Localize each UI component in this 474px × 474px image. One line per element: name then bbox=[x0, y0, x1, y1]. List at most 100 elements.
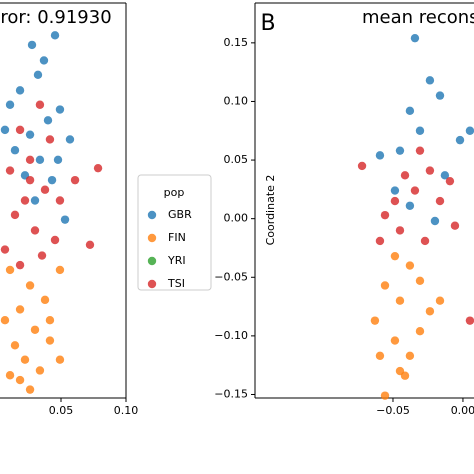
scatter-point bbox=[405, 351, 415, 361]
scatter-point bbox=[35, 100, 45, 109]
scatter-point bbox=[410, 33, 420, 43]
legend-marker bbox=[147, 233, 157, 243]
scatter-point bbox=[93, 163, 103, 173]
scatter-point bbox=[375, 236, 385, 246]
scatter-point bbox=[390, 196, 400, 206]
scatter-point bbox=[390, 336, 400, 345]
x-tick-label: 0.10 bbox=[114, 404, 139, 417]
scatter-point bbox=[15, 305, 25, 314]
scatter-point bbox=[35, 155, 45, 165]
chart-title: mean recons bbox=[362, 7, 474, 28]
scatter-point bbox=[40, 185, 50, 194]
scatter-point bbox=[375, 151, 385, 160]
scatter-point bbox=[380, 210, 390, 220]
scatter-point bbox=[370, 316, 380, 325]
scatter-point bbox=[40, 295, 50, 305]
scatter-point bbox=[380, 391, 390, 400]
scatter-point bbox=[405, 201, 415, 210]
scatter-point bbox=[5, 100, 15, 109]
scatter-point bbox=[33, 70, 43, 80]
scatter-point bbox=[445, 176, 455, 186]
scatter-point bbox=[0, 125, 10, 135]
legend-marker bbox=[147, 256, 157, 266]
scatter-point bbox=[39, 56, 49, 65]
legend-label: YRI bbox=[167, 254, 186, 267]
scatter-point bbox=[410, 186, 420, 195]
scatter-point bbox=[395, 146, 405, 155]
scatter-point bbox=[415, 146, 425, 155]
scatter-point bbox=[27, 40, 37, 50]
x-tick-label: 0.05 bbox=[49, 404, 74, 417]
y-tick-label: −0.05 bbox=[214, 270, 248, 283]
scatter-point bbox=[425, 76, 435, 85]
legend-label: TSI bbox=[167, 277, 185, 290]
scatter-point bbox=[435, 296, 445, 305]
legend-marker bbox=[147, 279, 157, 289]
scatter-point bbox=[53, 155, 63, 165]
scatter-point bbox=[390, 186, 400, 195]
scatter-point bbox=[55, 265, 65, 275]
scatter-point bbox=[10, 146, 20, 155]
scatter-point bbox=[10, 341, 20, 350]
y-tick-label: 0.10 bbox=[224, 94, 249, 107]
scatter-point bbox=[415, 276, 425, 285]
scatter-point bbox=[30, 196, 40, 205]
legend-marker bbox=[147, 210, 157, 220]
scatter-point bbox=[430, 216, 440, 226]
scatter-point bbox=[420, 236, 430, 246]
scatter-point bbox=[5, 371, 15, 380]
scatter-point bbox=[45, 315, 55, 325]
scatter-point bbox=[390, 251, 400, 261]
scatter-point bbox=[55, 105, 65, 114]
scatter-point bbox=[450, 221, 460, 230]
scatter-point bbox=[395, 296, 405, 305]
scatter-point bbox=[43, 116, 53, 125]
scatter-point bbox=[435, 91, 445, 100]
scatter-point bbox=[0, 245, 10, 254]
scatter-point bbox=[47, 175, 57, 185]
y-tick-label: 0.15 bbox=[224, 36, 249, 49]
scatter-point bbox=[405, 261, 415, 270]
scatter-point bbox=[25, 130, 35, 139]
scatter-point bbox=[415, 326, 425, 336]
scatter-point bbox=[415, 126, 425, 135]
scatter-point bbox=[440, 171, 450, 180]
scatter-point bbox=[20, 196, 30, 205]
scatter-point bbox=[5, 265, 15, 275]
scatter-point bbox=[65, 135, 75, 144]
legend-title: pop bbox=[164, 186, 185, 199]
scatter-point bbox=[10, 210, 20, 220]
scatter-point bbox=[70, 175, 80, 185]
scatter-point bbox=[25, 155, 35, 165]
scatter-point bbox=[400, 171, 410, 180]
scatter-point bbox=[85, 240, 95, 249]
y-tick-label: −0.10 bbox=[214, 329, 248, 342]
scatter-point bbox=[465, 316, 474, 325]
scatter-point bbox=[55, 355, 65, 364]
scatter-point bbox=[30, 325, 40, 334]
legend-label: FIN bbox=[168, 231, 186, 244]
scatter-point bbox=[395, 366, 405, 376]
scatter-point bbox=[25, 385, 35, 394]
y-tick-label: 0.00 bbox=[224, 212, 249, 225]
scatter-point bbox=[435, 196, 445, 206]
y-axis-label: Coordinate 2 bbox=[264, 175, 277, 246]
scatter-point bbox=[425, 166, 435, 175]
scatter-point bbox=[455, 135, 465, 145]
chart-title: ror: 0.91930 bbox=[0, 7, 111, 28]
scatter-point bbox=[25, 281, 35, 290]
legend-box bbox=[137, 174, 212, 291]
scatter-point bbox=[405, 106, 415, 116]
scatter-point bbox=[55, 196, 65, 205]
panel-label: B bbox=[260, 11, 275, 36]
scatter-point bbox=[15, 125, 25, 135]
scatter-point bbox=[50, 235, 60, 245]
scatter-point bbox=[357, 161, 367, 171]
scatter-point bbox=[15, 375, 25, 385]
scatter-point bbox=[465, 126, 474, 135]
scatter-point bbox=[15, 86, 25, 95]
scatter-point bbox=[25, 175, 35, 185]
scatter-point bbox=[15, 260, 25, 270]
